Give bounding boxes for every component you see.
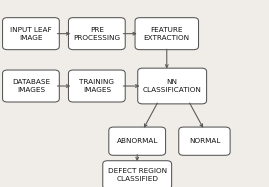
FancyBboxPatch shape — [103, 161, 172, 187]
Text: NORMAL: NORMAL — [189, 138, 220, 144]
FancyBboxPatch shape — [109, 127, 165, 155]
Text: DEFECT REGION
CLASSIFIED: DEFECT REGION CLASSIFIED — [108, 168, 167, 182]
FancyBboxPatch shape — [138, 68, 207, 104]
FancyBboxPatch shape — [135, 18, 199, 50]
Text: DATABASE
IMAGES: DATABASE IMAGES — [12, 79, 50, 93]
FancyBboxPatch shape — [68, 18, 125, 50]
Text: NN
CLASSIFICATION: NN CLASSIFICATION — [143, 79, 201, 93]
FancyBboxPatch shape — [3, 70, 59, 102]
FancyBboxPatch shape — [68, 70, 125, 102]
Text: TRAINING
IMAGES: TRAINING IMAGES — [79, 79, 114, 93]
Text: INPUT LEAF
IMAGE: INPUT LEAF IMAGE — [10, 27, 52, 41]
FancyBboxPatch shape — [179, 127, 230, 155]
Text: FEATURE
EXTRACTION: FEATURE EXTRACTION — [144, 27, 190, 41]
Text: PRE
PROCESSING: PRE PROCESSING — [73, 27, 121, 41]
Text: ABNORMAL: ABNORMAL — [116, 138, 158, 144]
FancyBboxPatch shape — [3, 18, 59, 50]
